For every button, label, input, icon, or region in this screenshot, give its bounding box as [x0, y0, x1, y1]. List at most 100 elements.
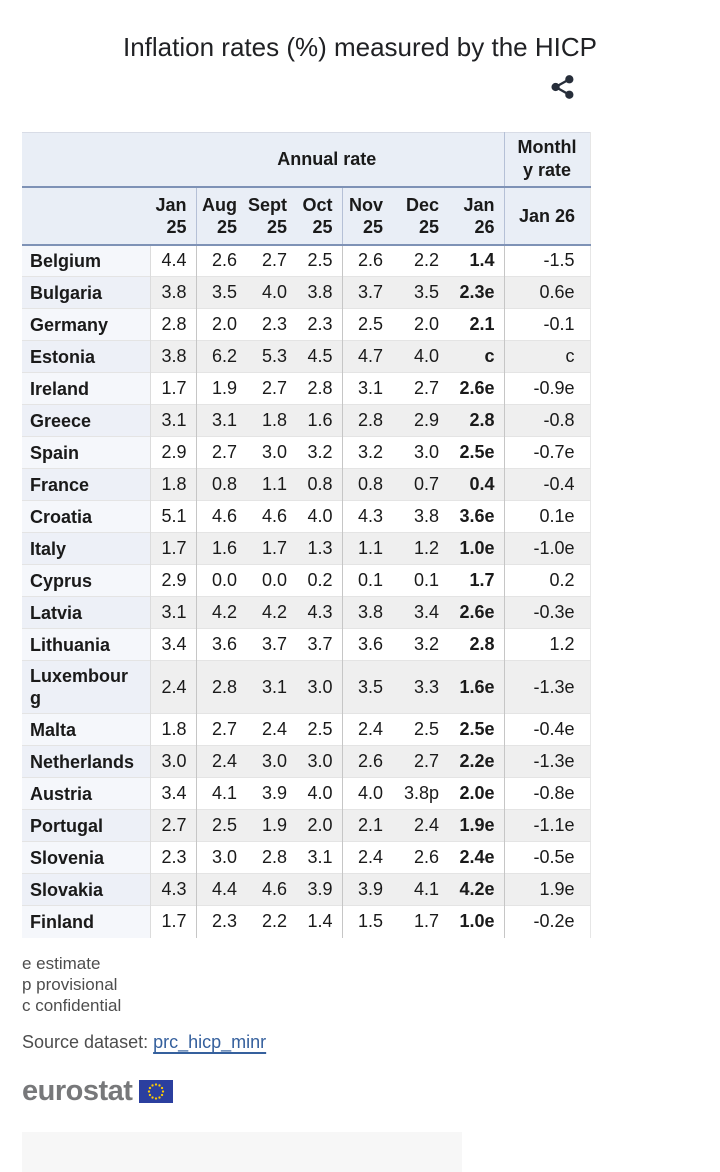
jan26-value-cell: 2.0e [448, 777, 504, 810]
country-cell: Belgium [22, 244, 150, 277]
annual-value-cell: 2.0 [296, 809, 342, 842]
annual-value-cell: 0.8 [296, 468, 342, 501]
country-cell: Italy [22, 532, 150, 565]
annual-value-cell: 2.6 [341, 244, 392, 277]
annual-value-cell: 4.3 [341, 500, 392, 533]
country-cell: Luxembourg [22, 660, 150, 714]
country-cell: Latvia [22, 596, 150, 629]
annual-value-cell: 1.8 [149, 713, 196, 746]
annual-value-cell: 1.8 [149, 468, 196, 501]
table-row: Spain 2.9 2.7 3.0 3.2 3.2 3.0 2.5e -0.7e [22, 436, 590, 469]
country-cell: Spain [22, 436, 150, 469]
monthly-value-cell: -0.7e [503, 436, 590, 469]
annual-value-cell: 2.3 [296, 308, 342, 341]
annual-value-cell: 4.0 [341, 777, 392, 810]
country-cell: Finland [22, 905, 150, 938]
annual-value-cell: 3.1 [341, 372, 392, 405]
annual-value-cell: 2.8 [246, 841, 296, 874]
annual-value-cell: 2.7 [195, 436, 246, 469]
table-row: France 1.8 0.8 1.1 0.8 0.8 0.7 0.4 -0.4 [22, 468, 590, 501]
annual-value-cell: 0.1 [392, 564, 448, 597]
monthly-value-cell: 0.6e [503, 276, 590, 309]
source-dataset-link[interactable]: prc_hicp_minr [153, 1031, 267, 1052]
monthly-value-cell: -1.3e [503, 745, 590, 778]
monthly-value-cell: -1.1e [503, 809, 590, 842]
footnote-estimate: e estimate [22, 953, 101, 973]
annual-value-cell: 3.4 [149, 628, 196, 661]
annual-value-cell: 0.0 [195, 564, 246, 597]
jan26-value-cell: 2.1 [448, 308, 504, 341]
monthly-value-cell: -0.4e [503, 713, 590, 746]
annual-value-cell: 4.4 [149, 244, 196, 277]
eurostat-logo: eurostat [22, 1075, 720, 1108]
annual-value-cell: 4.3 [296, 596, 342, 629]
annual-value-cell: 0.8 [341, 468, 392, 501]
monthly-value-cell: 0.1e [503, 500, 590, 533]
annual-value-cell: 3.4 [392, 596, 448, 629]
monthly-jan26-header: Jan 26 [503, 186, 590, 246]
country-cell: Slovenia [22, 841, 150, 874]
annual-value-cell: 2.5 [341, 308, 392, 341]
share-button[interactable] [546, 70, 580, 104]
annual-value-cell: 3.1 [149, 404, 196, 437]
annual-value-cell: 4.0 [246, 276, 296, 309]
jan26-value-cell: 1.0e [448, 905, 504, 938]
monthly-value-cell: -0.8e [503, 777, 590, 810]
footnote-confidential: c confidential [22, 995, 122, 1015]
annual-value-cell: 4.0 [296, 777, 342, 810]
annual-value-cell: 3.8p [392, 777, 448, 810]
country-cell: Lithuania [22, 628, 150, 661]
jan26-value-cell: 4.2e [448, 873, 504, 906]
annual-value-cell: 4.1 [392, 873, 448, 906]
annual-value-cell: 3.6 [341, 628, 392, 661]
title-block: Inflation rates (%) measured by the HICP [0, 24, 720, 120]
country-cell: Croatia [22, 500, 150, 533]
country-cell: Netherlands [22, 745, 150, 778]
annual-value-cell: 2.7 [392, 372, 448, 405]
monthly-value-cell: -1.3e [503, 660, 590, 714]
annual-value-cell: 0.0 [246, 564, 296, 597]
annual-value-cell: 5.3 [246, 340, 296, 373]
annual-value-cell: 4.1 [195, 777, 246, 810]
corner-header-cell [22, 132, 150, 188]
annual-value-cell: 1.2 [392, 532, 448, 565]
table-row: Luxembourg 2.4 2.8 3.1 3.0 3.5 3.3 1.6e -1.3e [22, 660, 590, 714]
jan26-value-cell: 2.2e [448, 745, 504, 778]
annual-value-cell: 3.9 [296, 873, 342, 906]
country-cell: Ireland [22, 372, 150, 405]
annual-value-cell: 3.5 [392, 276, 448, 309]
country-cell: Greece [22, 404, 150, 437]
table-row: Cyprus 2.9 0.0 0.0 0.2 0.1 0.1 1.7 0.2 [22, 564, 590, 597]
annual-value-cell: 0.7 [392, 468, 448, 501]
annual-value-cell: 5.1 [149, 500, 196, 533]
monthly-value-cell: -0.9e [503, 372, 590, 405]
annual-value-cell: 2.3 [149, 841, 196, 874]
annual-value-cell: 1.7 [149, 372, 196, 405]
monthly-value-cell: 1.2 [503, 628, 590, 661]
share-icon [546, 71, 580, 103]
country-column-header [22, 186, 150, 246]
annual-value-cell: 2.4 [392, 809, 448, 842]
jan26-value-cell: 2.5e [448, 436, 504, 469]
annual-value-cell: 2.6 [392, 841, 448, 874]
annual-value-cell: 1.7 [149, 905, 196, 938]
annual-value-cell: 2.0 [195, 308, 246, 341]
annual-value-cell: 1.9 [195, 372, 246, 405]
annual-value-cell: 1.4 [296, 905, 342, 938]
annual-value-cell: 4.7 [341, 340, 392, 373]
table-row: Lithuania 3.4 3.6 3.7 3.7 3.6 3.2 2.8 1.2 [22, 628, 590, 661]
country-cell: Cyprus [22, 564, 150, 597]
jan26-value-cell: 1.4 [448, 244, 504, 277]
annual-value-cell: 4.2 [246, 596, 296, 629]
jan26-value-cell: 2.6e [448, 372, 504, 405]
group-header-row: Annual rate Monthly rate [22, 132, 590, 188]
jan26-value-cell: 2.8 [448, 404, 504, 437]
table-row: Finland 1.7 2.3 2.2 1.4 1.5 1.7 1.0e -0.2e [22, 905, 590, 938]
jan26-value-cell: 1.6e [448, 660, 504, 714]
country-cell: Austria [22, 777, 150, 810]
inflation-table: Annual rate Monthly rate Jan 25 Aug 25 Sep… [22, 132, 591, 938]
annual-value-cell: 4.2 [195, 596, 246, 629]
annual-value-cell: 1.7 [246, 532, 296, 565]
country-cell: Bulgaria [22, 276, 150, 309]
table-row: Latvia 3.1 4.2 4.2 4.3 3.8 3.4 2.6e -0.3e [22, 596, 590, 629]
